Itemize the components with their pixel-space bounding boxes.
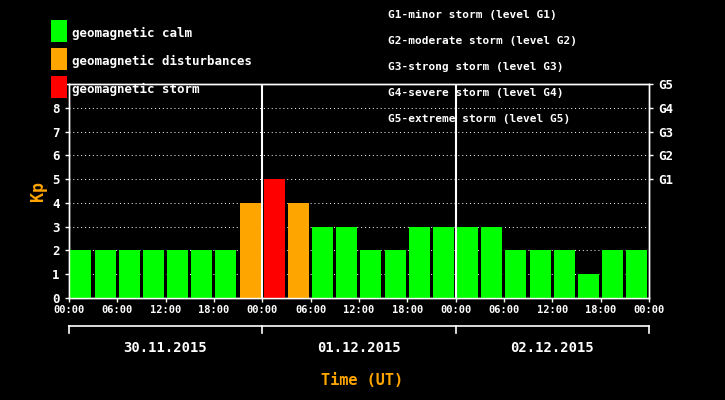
Bar (409, 227, 430, 298)
Bar (530, 250, 550, 298)
Bar (336, 227, 357, 298)
Bar (385, 250, 405, 298)
Text: 01.12.2015: 01.12.2015 (317, 341, 401, 355)
Text: G2-moderate storm (level G2): G2-moderate storm (level G2) (388, 36, 577, 46)
Text: G5-extreme storm (level G5): G5-extreme storm (level G5) (388, 114, 570, 124)
Bar (433, 227, 454, 298)
Bar (95, 250, 115, 298)
Text: Time (UT): Time (UT) (321, 373, 404, 388)
Bar (119, 250, 140, 298)
Bar (264, 179, 285, 298)
Bar (167, 250, 188, 298)
Text: geomagnetic calm: geomagnetic calm (72, 27, 193, 40)
Bar (288, 203, 309, 298)
Y-axis label: Kp: Kp (29, 181, 47, 201)
Bar (578, 274, 599, 298)
Bar (312, 227, 333, 298)
Bar (360, 250, 381, 298)
Bar (602, 250, 623, 298)
Bar (240, 203, 260, 298)
Bar (215, 250, 236, 298)
Bar (191, 250, 212, 298)
Text: 30.11.2015: 30.11.2015 (124, 341, 207, 355)
Text: geomagnetic disturbances: geomagnetic disturbances (72, 55, 252, 68)
Bar (143, 250, 164, 298)
Bar (554, 250, 575, 298)
Text: geomagnetic storm: geomagnetic storm (72, 83, 200, 96)
Bar (505, 250, 526, 298)
Bar (481, 227, 502, 298)
Text: G3-strong storm (level G3): G3-strong storm (level G3) (388, 62, 563, 72)
Bar (457, 227, 478, 298)
Text: 02.12.2015: 02.12.2015 (510, 341, 594, 355)
Bar (626, 250, 647, 298)
Text: G4-severe storm (level G4): G4-severe storm (level G4) (388, 88, 563, 98)
Bar (70, 250, 91, 298)
Text: G1-minor storm (level G1): G1-minor storm (level G1) (388, 10, 557, 20)
